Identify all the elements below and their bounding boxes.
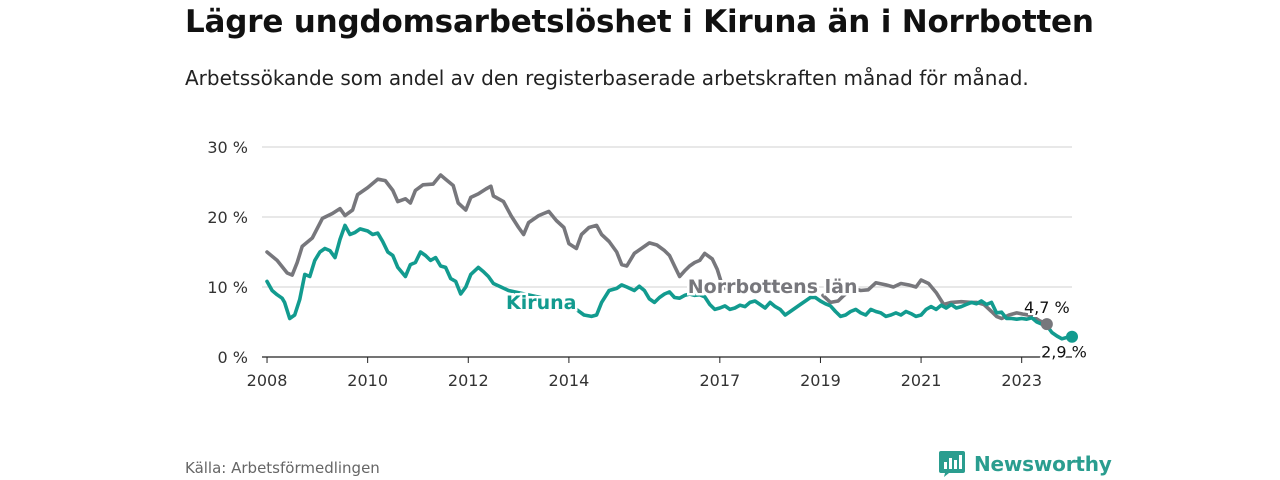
grid-lines [262,146,1072,358]
y-tick-label: 0 % [218,348,248,367]
series-labels: 4,7 % 2,9 % Kiruna Norrbottens län [503,274,1088,364]
series-lines [265,173,1078,343]
y-axis-tick-labels: 0 % 10 % 20 % 30 % [207,138,248,367]
brand-logo[interactable]: Newsworthy [938,450,1112,478]
kiruna-end-dot [1066,330,1078,343]
chart-title: Lägre ungdomsarbetslöshet i Kiruna än i … [185,4,1094,40]
norrbotten-end-dot [1040,318,1053,331]
x-tick-label: 2023 [1001,371,1042,390]
kiruna-series-label: Kiruna [506,292,576,314]
x-tick-label: 2019 [800,371,841,390]
x-tick-label: 2017 [699,371,740,390]
source-note: Källa: Arbetsförmedlingen [185,459,380,477]
x-tick-label: 2008 [247,371,288,390]
norrbotten-line [265,173,727,291]
x-axis-ticks: 2008 2010 2012 2014 2017 2019 2021 2023 [247,357,1042,390]
newsworthy-chart-icon [939,451,965,477]
norrbotten-series-label: Norrbottens län [688,276,858,298]
x-tick-label: 2014 [549,371,590,390]
norrbotten-line-continued [821,278,1049,326]
x-tick-label: 2010 [347,371,388,390]
kiruna-line [265,223,1074,341]
chart-subtitle: Arbetssökande som andel av den registerb… [185,66,1029,90]
y-tick-label: 20 % [207,208,248,227]
kiruna-end-label: 2,9 % [1041,343,1087,362]
y-tick-label: 30 % [207,138,248,157]
y-tick-label: 10 % [207,278,248,297]
norrbotten-end-label: 4,7 % [1024,298,1070,317]
brand-name: Newsworthy [974,452,1112,476]
x-tick-label: 2021 [901,371,942,390]
x-tick-label: 2012 [448,371,489,390]
